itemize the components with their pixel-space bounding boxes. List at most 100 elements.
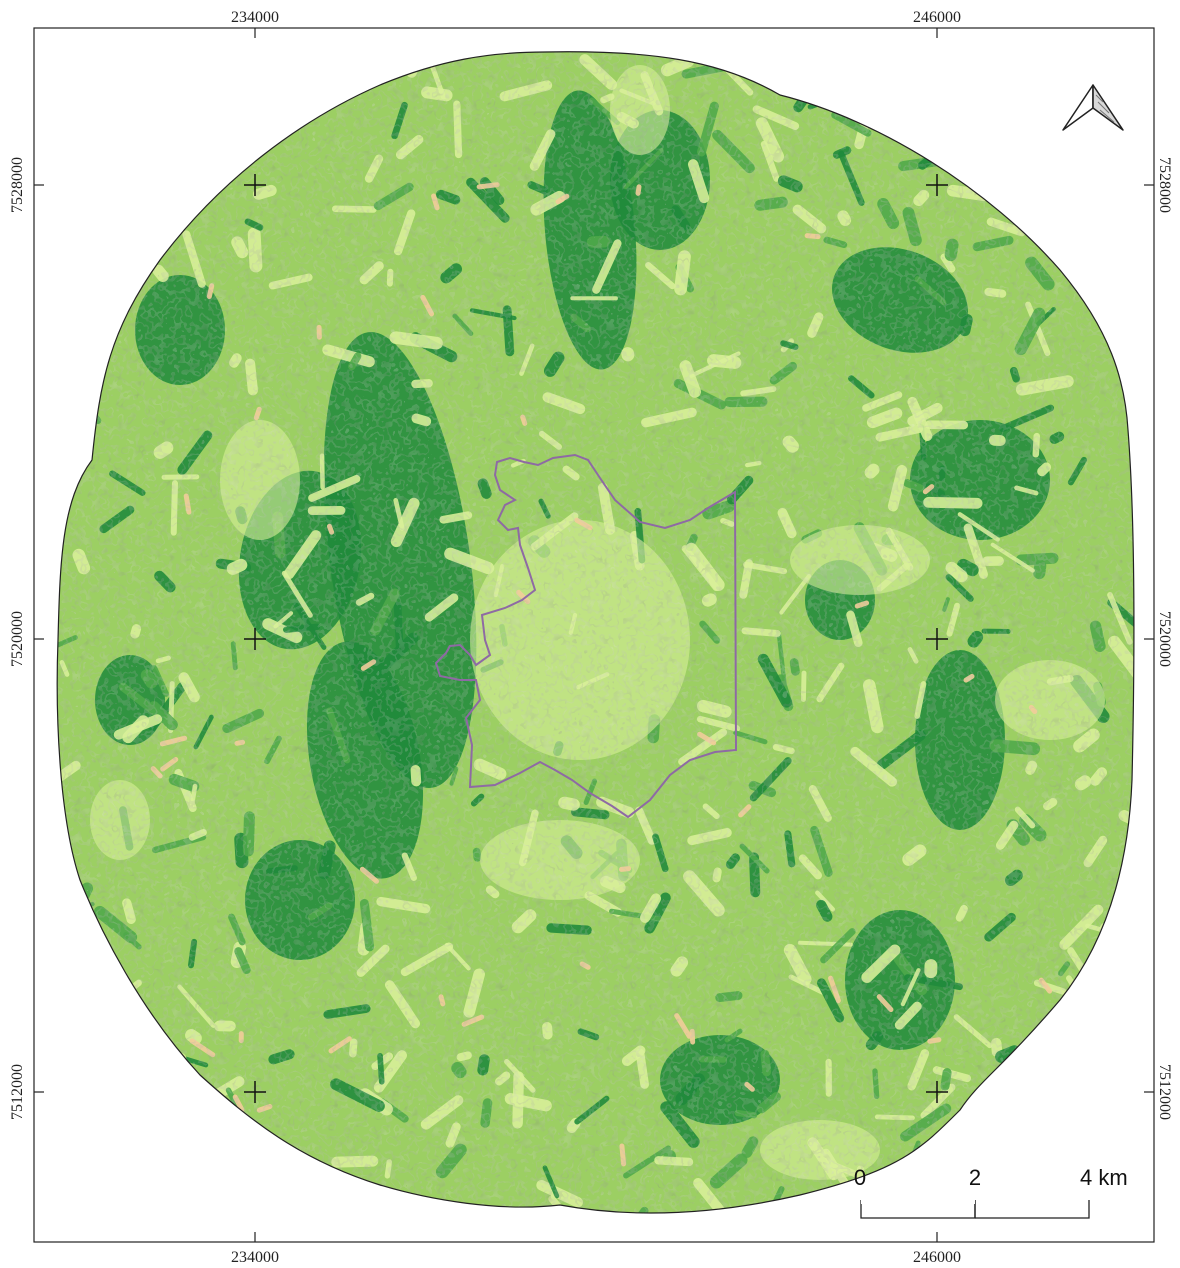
x-tick-top-2: 246000 bbox=[913, 9, 961, 26]
land-class-patch bbox=[1070, 235, 1081, 250]
land-class-patch bbox=[904, 115, 932, 146]
y-tick-right-3: 7512000 bbox=[1156, 1064, 1173, 1120]
land-class-patch bbox=[828, 1197, 843, 1213]
land-class-patch bbox=[1111, 251, 1120, 285]
land-class-patch bbox=[296, 1174, 338, 1185]
land-class-patch bbox=[57, 817, 62, 827]
land-class-patch bbox=[1056, 1036, 1090, 1078]
land-class-patch bbox=[1077, 1042, 1085, 1087]
y-tick-left-1: 7528000 bbox=[9, 157, 26, 213]
land-class-patch bbox=[150, 1048, 173, 1076]
land-class-patch bbox=[1107, 174, 1126, 190]
land-class-patch bbox=[205, 170, 231, 180]
x-tick-top-1: 234000 bbox=[231, 9, 279, 26]
land-class-patch bbox=[1019, 1104, 1030, 1121]
land-class-patch bbox=[1043, 1040, 1072, 1068]
land-class-patch bbox=[112, 53, 123, 78]
land-class-patch bbox=[970, 52, 1014, 63]
land-class-patch bbox=[105, 974, 127, 985]
land-class-patch bbox=[118, 1077, 141, 1092]
land-class-patch bbox=[1113, 313, 1134, 339]
land-class-patch bbox=[1032, 188, 1055, 201]
grid-cross-icon bbox=[244, 1081, 266, 1103]
scale-label-0: 0 bbox=[854, 1165, 866, 1190]
land-class-patch bbox=[206, 79, 260, 109]
land-class-patch bbox=[867, 1168, 894, 1213]
land-class-patch bbox=[1073, 1110, 1093, 1139]
land-class-patch bbox=[117, 122, 150, 157]
land-class-patch bbox=[1090, 167, 1099, 194]
x-tick-bottom-2: 246000 bbox=[913, 1249, 961, 1266]
land-class-patch bbox=[439, 1202, 460, 1213]
land-class-patch bbox=[1100, 1134, 1134, 1154]
scale-bar: 0 2 4 km bbox=[854, 1165, 1128, 1219]
map-frame bbox=[33, 27, 1155, 1243]
north-arrow-icon bbox=[1062, 84, 1124, 131]
land-class-patch bbox=[57, 204, 73, 226]
land-class-patch bbox=[143, 1148, 158, 1162]
land-class-patch bbox=[82, 954, 100, 972]
land-class-patch bbox=[1038, 155, 1052, 191]
land-class-patch bbox=[116, 1080, 130, 1095]
x-tick-bottom-1: 234000 bbox=[231, 1249, 279, 1266]
land-class-patch bbox=[882, 85, 892, 106]
land-class-patch bbox=[1019, 1048, 1040, 1065]
land-class-patch bbox=[797, 65, 814, 85]
land-class-patch bbox=[835, 57, 888, 67]
grid-cross-icon bbox=[926, 174, 948, 196]
land-class-patch bbox=[156, 86, 180, 94]
land-class-patch bbox=[1076, 274, 1118, 294]
scale-label-2: 2 bbox=[969, 1165, 981, 1190]
land-class-patch bbox=[149, 1144, 165, 1160]
land-class-patch bbox=[1056, 169, 1094, 187]
land-class-patch bbox=[1103, 242, 1134, 287]
land-class-patch bbox=[103, 231, 139, 249]
land-class-patch bbox=[155, 190, 190, 232]
land-class-patch bbox=[991, 1117, 1009, 1147]
land-class-patch bbox=[1134, 714, 1180, 727]
land-class-patch bbox=[104, 279, 140, 295]
graticule-crosses bbox=[244, 174, 948, 1103]
land-class-patch bbox=[849, 90, 862, 111]
land-class-patch bbox=[64, 907, 95, 954]
land-class-patch bbox=[115, 238, 170, 245]
land-class-patch bbox=[184, 1098, 202, 1114]
grid-cross-icon bbox=[244, 174, 266, 196]
land-class-patch bbox=[83, 370, 105, 382]
land-class-patch bbox=[106, 200, 136, 212]
y-tick-left-3: 7512000 bbox=[9, 1064, 26, 1120]
land-class-patch bbox=[1058, 1159, 1077, 1180]
land-class-patch bbox=[94, 266, 108, 284]
land-class-patch bbox=[993, 135, 1031, 153]
land-class-patch bbox=[740, 1211, 758, 1213]
land-class-patch bbox=[119, 188, 146, 213]
land-class-patch bbox=[806, 63, 862, 75]
land-class-patch bbox=[938, 1156, 951, 1178]
land-class-patch bbox=[967, 71, 1009, 82]
land-class-patch bbox=[977, 1088, 996, 1103]
land-class-patch bbox=[310, 1176, 338, 1213]
land-class-patch bbox=[253, 1141, 268, 1181]
land-class-patch bbox=[1006, 1112, 1065, 1120]
land-class-patch bbox=[209, 1124, 246, 1166]
land-class-patch bbox=[1056, 65, 1112, 94]
land-class-patch bbox=[171, 1086, 193, 1092]
y-tick-left-2: 7520000 bbox=[9, 611, 26, 667]
y-tick-right-1: 7528000 bbox=[1156, 157, 1173, 213]
land-class-patch bbox=[57, 398, 71, 412]
land-class-patch bbox=[159, 79, 208, 97]
municipal-boundary bbox=[434, 453, 738, 819]
land-class-patch bbox=[283, 1157, 318, 1185]
land-class-patch bbox=[898, 102, 937, 129]
land-class-patch bbox=[1078, 1061, 1092, 1075]
grid-cross-icon bbox=[244, 628, 266, 650]
land-class-patch bbox=[57, 1117, 86, 1153]
land-class-patch bbox=[60, 71, 78, 91]
scale-label-4km: 4 km bbox=[1080, 1165, 1128, 1190]
grid-cross-icon bbox=[926, 628, 948, 650]
land-class-patch bbox=[258, 76, 300, 125]
land-class-patch bbox=[57, 419, 68, 450]
frame-ticks bbox=[34, 28, 1154, 1242]
